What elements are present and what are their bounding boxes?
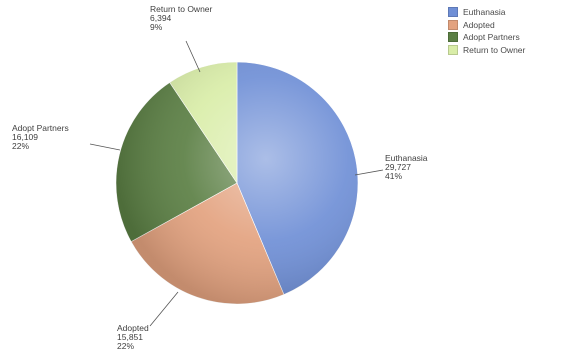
leader-line	[354, 169, 384, 176]
slice-label-value: 6,394	[150, 13, 172, 23]
slice-label-percent: 9%	[150, 22, 163, 32]
legend: Euthanasia Adopted Adopt Partners Return to…	[448, 6, 525, 56]
slice-label-percent: 22%	[117, 341, 134, 351]
slice-label-name: Adopt Partners	[12, 123, 69, 133]
slice-label-percent: 22%	[12, 141, 29, 151]
pie-gloss-overlay	[116, 62, 358, 304]
slice-label-value: 15,851	[117, 332, 143, 342]
legend-label: Return to Owner	[463, 44, 526, 55]
legend-item: Return to Owner	[448, 44, 525, 57]
legend-swatch	[448, 32, 458, 43]
legend-item: Adopted	[448, 19, 525, 32]
leader-line	[89, 143, 121, 151]
legend-label: Adopted	[463, 19, 495, 30]
slice-label-name: Return to Owner	[150, 4, 213, 14]
slice-label-percent: 41%	[385, 171, 402, 181]
legend-item: Adopt Partners	[448, 31, 525, 44]
leader-line	[149, 291, 179, 327]
legend-swatch	[448, 19, 458, 30]
legend-swatch	[448, 7, 458, 18]
leader-line	[185, 40, 201, 73]
legend-label: Adopt Partners	[463, 32, 520, 43]
legend-item: Euthanasia	[448, 6, 525, 19]
slice-label-name: Adopted	[117, 323, 149, 333]
slice-label-value: 29,727	[385, 162, 411, 172]
legend-swatch	[448, 44, 458, 55]
slice-label-name: Euthanasia	[385, 153, 428, 163]
legend-label: Euthanasia	[463, 7, 506, 18]
slice-label-value: 16,109	[12, 132, 38, 142]
